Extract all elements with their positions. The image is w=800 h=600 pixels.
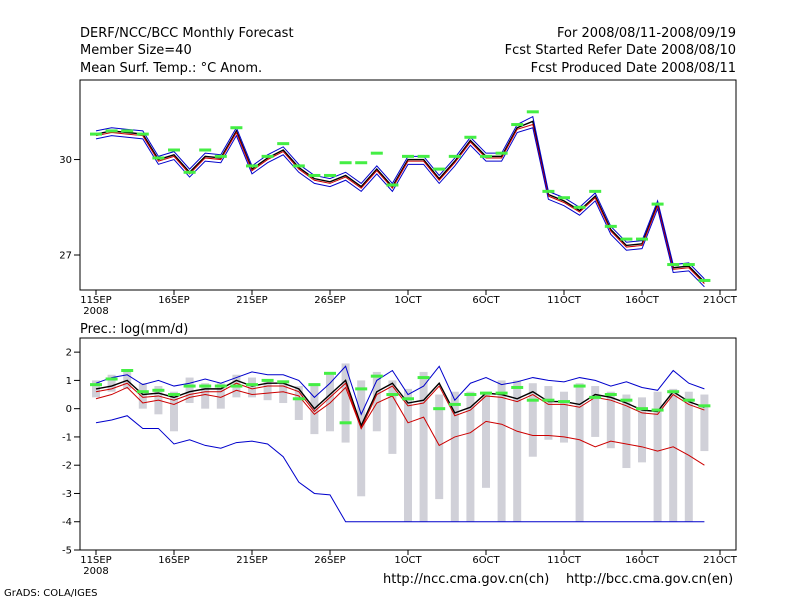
- prec-range-box: [591, 386, 600, 437]
- prec-y-tick-label: -4: [62, 517, 72, 528]
- prec-y-tick-label: 0: [66, 404, 72, 415]
- chart-title: DERF/NCC/BCC Monthly Forecast: [80, 26, 294, 41]
- prec-x-tick-label: 6OCT: [472, 555, 500, 566]
- prec-range-box: [185, 377, 194, 404]
- prec-range-box: [201, 383, 210, 409]
- temp-series-median: [95, 123, 705, 284]
- prec-range-box: [560, 391, 568, 443]
- prec-series-median: [95, 382, 705, 430]
- prec-x-tick-label: 26SEP: [314, 555, 345, 566]
- prec-x-tick-label: 1OCT: [394, 555, 422, 566]
- prec-x-tick-label: 11SEP: [80, 555, 111, 566]
- prec-range-box: [372, 371, 381, 432]
- prec-range-box: [107, 374, 116, 392]
- temp-x-tick-label: 11OCT: [547, 295, 582, 306]
- precip-label: Prec.: log(mm/d): [80, 322, 189, 337]
- variable-label: Mean Surf. Temp.: °C Anom.: [80, 61, 263, 76]
- prec-range-box: [170, 391, 178, 432]
- prec-range-box: [606, 391, 615, 449]
- forecast-period: For 2008/08/11-2008/09/19: [557, 26, 736, 41]
- prec-range-box: [357, 380, 366, 497]
- temp-x-tick-label: 16OCT: [625, 295, 660, 306]
- prec-y-tick-label: -5: [62, 546, 72, 557]
- temp-y-tick-label: 30: [59, 155, 72, 166]
- prec-y-tick-label: 2: [66, 348, 72, 359]
- prec-range-box: [216, 383, 225, 409]
- prec-range-box: [341, 363, 350, 443]
- prec-y-tick-label: -1: [62, 432, 72, 443]
- temp-plot-frame: [79, 79, 737, 291]
- prec-range-box: [482, 391, 490, 488]
- prec-range-box: [419, 371, 428, 522]
- prec-range-box: [700, 394, 709, 452]
- prec-series-mean_minus: [95, 386, 705, 466]
- prec-range-box: [388, 380, 397, 454]
- prec-range-box: [528, 383, 537, 457]
- prec-range-box: [622, 394, 631, 469]
- prec-x-tick-label: 16SEP: [158, 555, 189, 566]
- prec-y-tick-label: -2: [62, 461, 72, 472]
- prec-range-box: [294, 386, 303, 420]
- temp-x-tick-label: 26SEP: [314, 295, 345, 306]
- prec-range-box: [575, 383, 584, 522]
- prec-range-box: [497, 380, 506, 522]
- temp-x-tick-label: 1OCT: [394, 295, 422, 306]
- prec-range-box: [138, 383, 147, 409]
- temp-x-tick-label: 11SEP: [80, 295, 111, 306]
- prec-range-box: [544, 386, 553, 440]
- prec-range-box: [638, 397, 646, 463]
- prec-series-mean: [95, 379, 705, 428]
- prec-x-tick-label: 11OCT: [547, 555, 582, 566]
- member-size: Member Size=40: [80, 43, 192, 58]
- temp-y-tick-label: 27: [59, 251, 72, 262]
- prec-range-box: [404, 388, 412, 522]
- prec-range-box: [248, 377, 256, 398]
- prec-range-box: [435, 394, 444, 500]
- prec-series-max: [95, 365, 705, 416]
- temp-series-max: [95, 115, 705, 280]
- temp-series-mean: [95, 120, 705, 283]
- prec-x-year-label: 2008: [83, 566, 108, 577]
- prec-series-min: [95, 415, 705, 523]
- prec-y-tick-label: 1: [66, 376, 72, 387]
- link-ch[interactable]: http://ncc.cma.gov.cn(ch): [383, 572, 550, 587]
- temp-x-year-label: 2008: [83, 306, 108, 317]
- prec-range-box: [684, 391, 693, 522]
- prec-range-box: [653, 391, 662, 522]
- prec-range-box: [669, 388, 678, 522]
- prec-range-box: [466, 391, 475, 522]
- temp-series-min: [95, 127, 705, 288]
- temp-x-tick-label: 16SEP: [158, 295, 189, 306]
- prec-x-tick-label: 16OCT: [625, 555, 660, 566]
- prec-x-tick-label: 21SEP: [236, 555, 267, 566]
- prec-x-tick-label: 21OCT: [703, 555, 738, 566]
- temp-x-tick-label: 6OCT: [472, 295, 500, 306]
- prec-range-box: [450, 391, 459, 522]
- temp-x-tick-label: 21OCT: [703, 295, 738, 306]
- temp-x-tick-label: 21SEP: [236, 295, 267, 306]
- prec-range-box: [513, 380, 522, 522]
- link-en[interactable]: http://bcc.cma.gov.cn(en): [566, 572, 734, 587]
- prec-range-box: [123, 369, 132, 389]
- prec-range-box: [263, 380, 272, 401]
- started-date: Fcst Started Refer Date 2008/08/10: [504, 43, 736, 58]
- prec-y-tick-label: -3: [62, 489, 72, 500]
- grads-credit: GrADS: COLA/IGES: [4, 588, 98, 599]
- produced-date: Fcst Produced Date 2008/08/11: [530, 61, 736, 76]
